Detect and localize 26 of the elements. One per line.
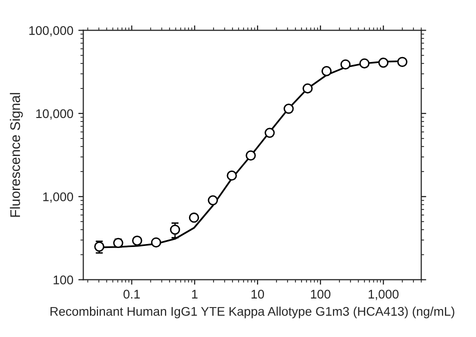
point bbox=[397, 56, 408, 67]
point bbox=[188, 212, 200, 223]
point bbox=[151, 237, 162, 248]
x-axis-title: Recombinant Human IgG1 YTE Kappa Allotype G1m3 (HCA413) (ng/mL) bbox=[50, 306, 454, 318]
point bbox=[170, 224, 180, 235]
point bbox=[340, 59, 351, 70]
point bbox=[359, 58, 370, 68]
x-tick-label: 1 bbox=[192, 290, 198, 298]
x-tick-label: 0.1 bbox=[124, 290, 140, 299]
point bbox=[302, 83, 313, 94]
y-tick-label: 100 bbox=[54, 276, 74, 284]
y-tick-label: 1,000 bbox=[43, 192, 74, 203]
y-tick-label: 100,000 bbox=[29, 26, 74, 36]
point bbox=[264, 128, 275, 138]
point bbox=[378, 58, 388, 68]
point bbox=[321, 66, 332, 76]
y-axis-title: Fluorescence Signal bbox=[10, 93, 23, 217]
point bbox=[246, 150, 256, 161]
point bbox=[226, 170, 237, 181]
point bbox=[284, 104, 294, 114]
x-tick-label: 100 bbox=[310, 290, 330, 299]
y-tick-label: 10,000 bbox=[36, 109, 74, 120]
point bbox=[132, 236, 142, 246]
x-tick-label: 10 bbox=[252, 290, 264, 299]
point bbox=[208, 195, 218, 206]
x-tick-label: 1,000 bbox=[368, 290, 399, 300]
